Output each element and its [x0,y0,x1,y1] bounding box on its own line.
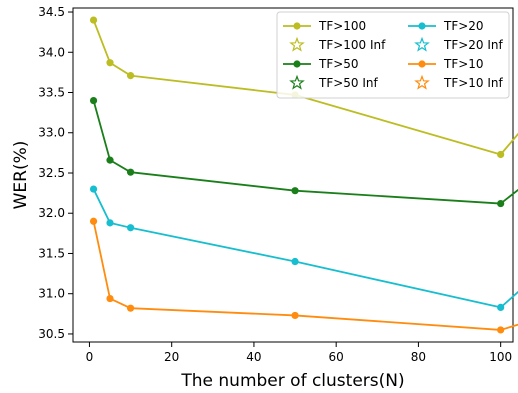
series-line [92,19,518,156]
x-tick-label: 40 [246,350,261,364]
legend-label: TF>20 Inf [443,38,504,52]
x-tick-label: 60 [329,350,344,364]
legend-label: TF>10 [443,57,484,71]
data-point [291,311,299,320]
x-axis-label: The number of clusters(N) [180,371,404,388]
series-TF>50 [89,96,518,208]
data-point [126,304,135,312]
y-tick-label: 30.5 [38,327,65,341]
data-point [106,59,114,67]
y-tick-label: 31.5 [38,246,65,260]
series-layer [89,16,518,334]
legend-entry: TF>10 [408,57,484,71]
data-point [497,199,505,208]
y-tick-label: 33.0 [38,126,65,140]
y-axis-label: WER(%) [11,141,31,210]
data-point [497,150,505,159]
y-tick-label: 33.5 [38,86,65,100]
data-point [497,303,505,311]
legend-marker [418,60,426,68]
legend-label: TF>50 [318,57,359,71]
data-point [291,187,299,195]
legend-entry: TF>100 [283,19,366,33]
legend-star-marker [414,36,430,52]
legend-label: TF>20 [443,19,484,33]
data-point [497,326,505,334]
data-point [126,72,135,80]
legend-entry: TF>10 Inf [414,74,504,90]
series-TF>10 [89,217,518,334]
legend: TF>100 TF>100 Inf TF>50 TF>50 Inf TF>20 TF>20… [276,11,510,99]
data-point [106,294,114,303]
legend-entry: TF>20 Inf [414,36,504,52]
legend-marker [293,22,301,30]
data-point [89,185,98,193]
y-tick-label: 32.5 [38,166,65,180]
series-line [92,221,518,331]
legend-entry: TF>100 Inf [289,36,386,52]
legend-star-marker [289,36,305,52]
data-point [126,224,135,232]
y-tick-label: 34.5 [38,5,65,19]
data-point [106,156,114,164]
legend-entry: TF>50 [283,57,359,71]
x-tick-label: 0 [86,350,94,364]
legend-label: TF>50 Inf [318,76,379,90]
x-tick-label: 80 [411,350,426,364]
legend-star-marker [289,74,305,90]
y-tick-label: 32.0 [38,206,65,220]
series-line [92,188,518,309]
legend-label: TF>100 [318,19,366,33]
x-tick-label: 20 [164,350,179,364]
data-point [106,219,114,227]
legend-label: TF>10 Inf [443,76,504,90]
series-line [92,100,518,205]
legend-star-marker [414,74,430,90]
data-point [291,257,299,266]
legend-label: TF>100 Inf [318,38,386,52]
data-point [126,168,135,176]
y-tick-label: 31.0 [38,287,65,301]
legend-box [276,11,510,99]
data-point [89,16,98,24]
legend-marker [418,22,426,30]
legend-entry: TF>50 Inf [289,74,379,90]
axes: 020406080100Inf30.531.031.532.032.533.03… [38,5,512,364]
y-tick-label: 34.0 [38,45,65,59]
legend-marker [293,60,301,68]
legend-entry: TF>20 [408,19,484,33]
series-TF>20 [89,185,518,311]
data-point [89,217,98,225]
x-tick-label: 100 [489,350,512,364]
data-point [89,96,98,105]
